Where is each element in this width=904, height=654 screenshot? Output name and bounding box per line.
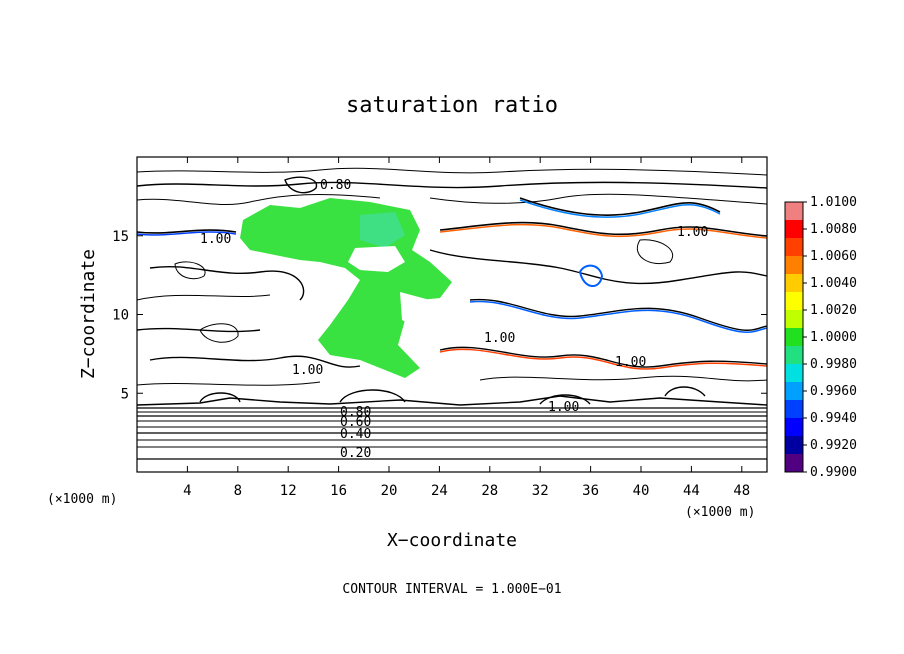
- colorbar-swatch: [785, 328, 803, 347]
- x-axis-title: X−coordinate: [387, 530, 517, 551]
- saturation-color-field: [240, 198, 452, 378]
- x-axis-ticks: 4 8 12 16 20 24 28 32 36 40 44 48: [183, 157, 750, 499]
- colorbar-swatch: [785, 346, 803, 365]
- x-tick-label: 20: [381, 483, 398, 499]
- contour-label-1-00-base: 1.00: [548, 400, 579, 415]
- colorbar-tick-label: 1.0060: [810, 249, 857, 264]
- y-axis-ticks: 5 10 15: [112, 229, 767, 402]
- x-tick-label: 36: [582, 483, 599, 499]
- contour-label-0-40: 0.40: [340, 427, 371, 442]
- colorbar-tick-label: 0.9960: [810, 384, 857, 399]
- contour-lines: [136, 167, 768, 460]
- x-unit-left: (×1000 m): [47, 492, 117, 507]
- contour-label-1-00-mid: 1.00: [484, 331, 515, 346]
- colorbar-swatch: [785, 400, 803, 419]
- x-tick-label: 44: [683, 483, 700, 499]
- colorbar-tick-label: 1.0000: [810, 330, 857, 345]
- colorbar-tick-label: 0.9940: [810, 411, 857, 426]
- x-unit-right: (×1000 m): [685, 505, 755, 520]
- cloud-cyan-patch: [360, 212, 405, 248]
- contour-label-1-00-east: 1.00: [615, 355, 646, 370]
- contour-interval-note: CONTOUR INTERVAL = 1.000E−01: [342, 582, 561, 597]
- colorbar-tick-label: 1.0020: [810, 303, 857, 318]
- colorbar-tick-label: 1.0040: [810, 276, 857, 291]
- colorbar-swatch: [785, 364, 803, 383]
- colorbar-tick-label: 1.0100: [810, 195, 857, 210]
- contour-label-0-80: 0.80: [340, 405, 371, 420]
- colorbar-swatch: [785, 418, 803, 437]
- cloud-clear-gap: [348, 246, 405, 272]
- x-tick-label: 4: [183, 483, 191, 499]
- colorbar-swatch: [785, 274, 803, 293]
- x-tick-label: 40: [633, 483, 650, 499]
- colorbar-swatch: [785, 436, 803, 455]
- colorbar: 1.0100 1.0080 1.0060 1.0040 1.0020 1.0000 0.99…: [784, 195, 857, 480]
- y-tick-label: 15: [112, 229, 129, 245]
- y-tick-label: 5: [121, 386, 129, 402]
- y-axis-title: Z−coordinate: [78, 249, 99, 379]
- contour-label-0-80-top: 0.80: [320, 178, 351, 193]
- contour-label-0-60: 0.60: [340, 415, 371, 430]
- colorbar-tick-label: 0.9980: [810, 357, 857, 372]
- y-tick-label: 10: [112, 308, 129, 324]
- colorbar-swatch: [785, 382, 803, 401]
- contour-label-1-00-low: 1.00: [292, 363, 323, 378]
- contour-labels: 0.20 0.40 0.60 0.80 1.00 1.00 1.00 1.00 …: [200, 178, 708, 461]
- contour-label-1-00-right: 1.00: [677, 225, 708, 240]
- contour-label-1-00-left: 1.00: [200, 232, 231, 247]
- colorbar-swatch: [785, 256, 803, 275]
- colorbar-swatch: [785, 220, 803, 239]
- colorbar-swatch: [785, 202, 803, 221]
- colorbar-swatch: [785, 454, 803, 473]
- colorbar-swatch: [785, 238, 803, 257]
- contour-label-0-20: 0.20: [340, 446, 371, 461]
- chart-title: saturation ratio: [346, 93, 558, 118]
- x-tick-label: 32: [532, 483, 549, 499]
- supersaturated-cloud-region: [240, 198, 452, 378]
- colorbar-tick-label: 0.9900: [810, 465, 857, 480]
- contour-color-fringes: [136, 199, 768, 370]
- x-tick-label: 24: [431, 483, 448, 499]
- colorbar-swatch: [785, 292, 803, 311]
- x-tick-label: 8: [234, 483, 242, 499]
- colorbar-tick-label: 1.0080: [810, 222, 857, 237]
- x-tick-label: 12: [280, 483, 297, 499]
- x-tick-label: 28: [481, 483, 498, 499]
- x-tick-label: 48: [733, 483, 750, 499]
- colorbar-swatch: [785, 310, 803, 329]
- x-tick-label: 16: [330, 483, 347, 499]
- cloud-clear-gap-2: [400, 292, 440, 330]
- colorbar-tick-label: 0.9920: [810, 438, 857, 453]
